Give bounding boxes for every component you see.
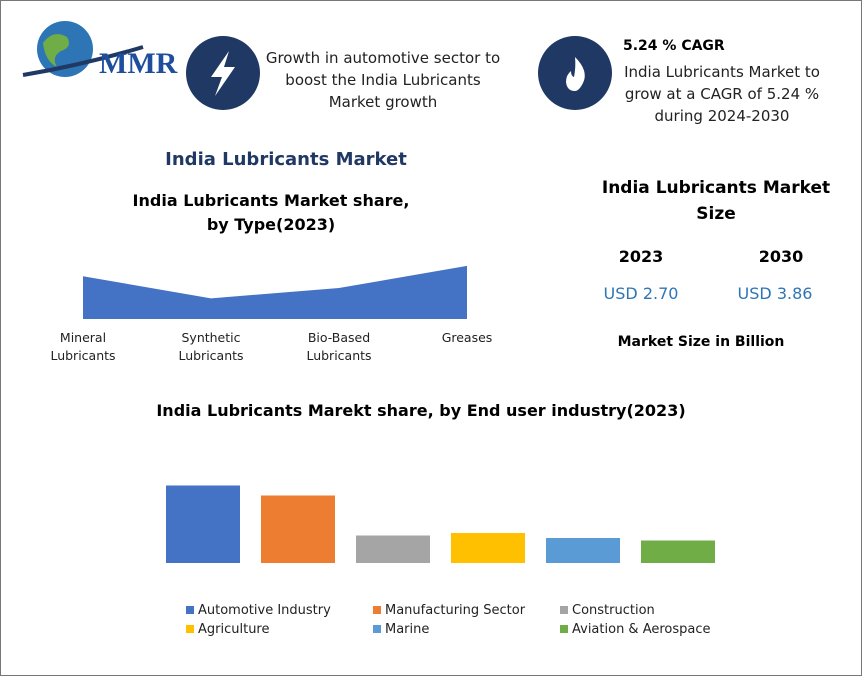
bar — [451, 533, 525, 563]
x-tick-label: Bio-Based Lubricants — [306, 330, 372, 363]
bolt — [211, 51, 235, 96]
area-chart-title: India Lubricants Market share, by Type(2… — [132, 191, 410, 234]
bar — [356, 535, 430, 563]
bar — [546, 538, 620, 563]
bar — [641, 540, 715, 563]
legend-swatch — [560, 606, 568, 614]
legend-swatch — [186, 606, 194, 614]
logo-text: MMR — [99, 47, 178, 80]
legend-label: Automotive Industry — [198, 603, 331, 618]
market-title: India Lubricants Market — [165, 149, 407, 170]
size-year: 2023 — [618, 247, 664, 266]
legend-label: Aviation & Aerospace — [572, 622, 711, 637]
growth-text: Growth in automotive sector to boost the… — [265, 49, 501, 111]
x-tick-label: Mineral Lubricants — [50, 330, 116, 363]
logo-swoosh — [22, 45, 144, 77]
x-tick-label: Greases — [441, 330, 493, 345]
size-value: USD 2.70 — [603, 284, 679, 303]
legend-swatch — [560, 625, 568, 633]
size-title: India Lubricants Market Size — [601, 178, 831, 224]
area — [83, 265, 467, 319]
legend-label: Marine — [385, 622, 429, 637]
legend-swatch — [373, 606, 381, 614]
bar — [166, 485, 240, 563]
legend-label: Construction — [572, 603, 655, 618]
flame — [566, 57, 585, 91]
logo-land — [43, 34, 69, 67]
legend-swatch — [186, 625, 194, 633]
bar — [261, 495, 335, 563]
size-year: 2030 — [758, 247, 804, 266]
size-note: Market Size in Billion — [617, 334, 785, 350]
legend-label: Manufacturing Sector — [385, 603, 526, 618]
legend-label: Agriculture — [198, 622, 270, 637]
x-tick-label: Synthetic Lubricants — [178, 330, 244, 363]
cagr-text: India Lubricants Market to grow at a CAG… — [624, 63, 820, 125]
legend-swatch — [373, 625, 381, 633]
bar-chart-title: India Lubricants Marekt share, by End us… — [156, 401, 686, 420]
size-value: USD 3.86 — [737, 284, 813, 303]
cagr-title: 5.24 % CAGR — [623, 38, 725, 54]
